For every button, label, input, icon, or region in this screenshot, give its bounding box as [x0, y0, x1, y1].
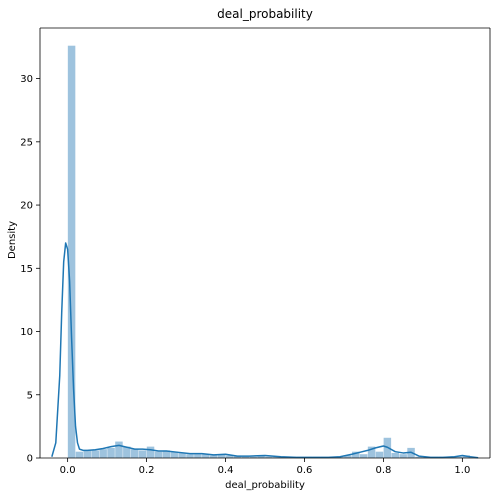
y-tick-label: 25 — [20, 137, 33, 148]
histogram-bar — [99, 449, 107, 458]
histogram-bar — [202, 454, 210, 458]
x-axis-label: deal_probability — [225, 480, 305, 491]
histogram-bar — [352, 451, 360, 458]
histogram-bar — [273, 456, 281, 458]
histogram-bar — [375, 451, 384, 458]
x-ticks: 0.0 0.2 0.4 0.6 0.8 1.0 — [60, 458, 470, 476]
x-tick-label: 0.8 — [375, 465, 391, 476]
x-tick-label: 0.2 — [139, 465, 155, 476]
histogram-bar — [107, 447, 115, 458]
histogram-bar — [130, 449, 139, 458]
histogram-bar — [170, 451, 178, 458]
chart-title: deal_probability — [217, 7, 313, 21]
histogram-bar — [91, 450, 100, 458]
histogram-bar — [454, 456, 463, 458]
histogram-bar — [123, 446, 131, 458]
histogram-bar — [67, 45, 76, 459]
histogram-bar — [344, 455, 352, 458]
y-tick-label: 5 — [27, 390, 33, 401]
histogram-bar — [241, 456, 250, 458]
histogram-bar — [209, 455, 218, 458]
y-tick-label: 15 — [20, 264, 33, 275]
y-tick-label: 10 — [20, 327, 33, 338]
kde-line — [51, 242, 479, 459]
histogram-bar — [178, 452, 186, 458]
bars-layer — [67, 45, 471, 459]
histogram-bar — [194, 454, 202, 458]
histogram-bar — [249, 456, 257, 458]
histogram-bar — [162, 450, 171, 458]
histogram-bar — [367, 446, 376, 458]
y-tick-label: 30 — [20, 74, 33, 85]
histogram-bar — [257, 455, 265, 458]
x-tick-label: 0.4 — [218, 465, 234, 476]
histogram-bar — [146, 446, 155, 458]
y-axis-label: Density — [7, 221, 18, 259]
histogram-bar — [115, 441, 123, 458]
histogram-bar — [186, 454, 194, 458]
x-tick-label: 0.0 — [60, 465, 76, 476]
x-tick-label: 0.6 — [297, 465, 313, 476]
y-tick-label: 0 — [27, 454, 33, 465]
histogram-bar — [154, 451, 163, 458]
histogram-bar — [399, 454, 407, 458]
histogram-bar — [217, 454, 226, 458]
y-ticks: 0 5 10 15 20 25 30 — [20, 74, 40, 465]
axes-layer — [39, 27, 491, 459]
y-tick-label: 20 — [20, 201, 33, 212]
histogram-bar — [415, 456, 423, 458]
histogram-bar — [83, 450, 92, 458]
x-tick-label: 1.0 — [454, 465, 470, 476]
kde-layer — [51, 242, 479, 459]
histogram-bar — [138, 450, 147, 458]
histogram-bar — [75, 451, 84, 458]
histogram-bar — [391, 452, 400, 458]
histogram-bar — [359, 454, 368, 458]
histogram-bar — [225, 455, 234, 458]
histogram-bar — [265, 456, 273, 458]
